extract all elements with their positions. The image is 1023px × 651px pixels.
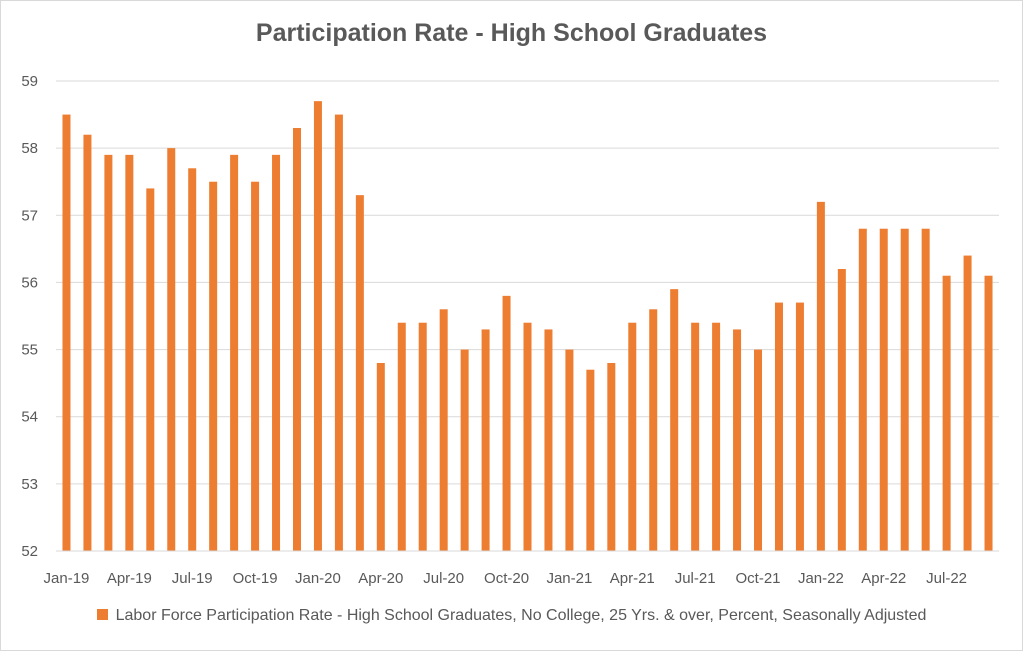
bar <box>209 181 218 551</box>
bar <box>125 154 134 551</box>
bar <box>230 154 239 551</box>
bar <box>62 114 71 552</box>
x-tick-label: Jan-19 <box>44 570 90 587</box>
bar <box>188 168 197 552</box>
y-tick-label: 57 <box>21 207 38 224</box>
bar <box>272 154 281 551</box>
bar <box>355 195 364 551</box>
bar <box>921 228 930 551</box>
bar <box>565 349 574 551</box>
x-tick-label: Jul-22 <box>926 570 967 587</box>
bar <box>628 322 637 551</box>
bar <box>900 228 909 551</box>
bar <box>963 255 972 552</box>
bar <box>251 181 260 551</box>
x-tick-label: Apr-19 <box>107 570 152 587</box>
bar <box>418 322 427 551</box>
bar <box>83 134 92 551</box>
bar <box>334 114 343 552</box>
bar <box>544 329 553 551</box>
bar <box>146 188 155 551</box>
y-tick-label: 54 <box>21 409 38 426</box>
bar <box>795 302 804 551</box>
bar <box>502 295 511 551</box>
bars <box>62 101 993 552</box>
bar <box>313 101 322 552</box>
y-tick-label: 52 <box>21 543 38 560</box>
legend: Labor Force Participation Rate - High Sc… <box>1 607 1022 625</box>
x-tick-label: Oct-20 <box>484 570 529 587</box>
bar <box>649 309 658 551</box>
bar <box>586 369 595 551</box>
bar <box>670 289 679 551</box>
x-tick-label: Jul-20 <box>423 570 464 587</box>
bar <box>733 329 742 551</box>
bar <box>167 148 176 551</box>
y-tick-label: 59 <box>21 73 38 90</box>
x-tick-label: Jul-19 <box>172 570 213 587</box>
x-tick-label: Apr-22 <box>861 570 906 587</box>
x-tick-label: Jan-21 <box>546 570 592 587</box>
bar <box>879 228 888 551</box>
legend-swatch <box>96 609 108 620</box>
bar <box>292 128 301 551</box>
y-tick-label: 53 <box>21 476 38 493</box>
bar <box>984 275 993 551</box>
bar <box>481 329 490 551</box>
bar <box>837 269 846 551</box>
bar <box>754 349 763 551</box>
legend-label: Labor Force Participation Rate - High Sc… <box>115 607 927 624</box>
x-tick-label: Oct-21 <box>736 570 781 587</box>
bar <box>376 363 385 551</box>
bar <box>774 302 783 551</box>
y-tick-label: 58 <box>21 140 38 157</box>
x-tick-label: Jan-22 <box>798 570 844 587</box>
bar <box>607 363 616 551</box>
chart-title: Participation Rate - High School Graduat… <box>255 19 768 47</box>
bar <box>858 228 867 551</box>
x-tick-label: Apr-20 <box>358 570 403 587</box>
bar <box>691 322 700 551</box>
x-tick-label: Jul-21 <box>675 570 716 587</box>
y-axis-ticks: 52 53 54 55 56 57 58 59 <box>21 73 38 560</box>
bar <box>712 322 721 551</box>
bar <box>104 154 113 551</box>
x-axis-ticks: Jan-19 Apr-19 Jul-19 Oct-19 Jan-20 Apr-20 Jul-… <box>44 570 968 587</box>
y-tick-label: 56 <box>21 274 38 291</box>
bar <box>523 322 532 551</box>
bar <box>942 275 951 551</box>
x-tick-label: Oct-19 <box>233 570 278 587</box>
x-tick-label: Apr-21 <box>610 570 655 587</box>
bar <box>816 201 825 551</box>
y-tick-label: 55 <box>21 342 38 359</box>
bar <box>439 309 448 551</box>
bar <box>460 349 469 551</box>
x-tick-label: Jan-20 <box>295 570 341 587</box>
bar <box>397 322 406 551</box>
